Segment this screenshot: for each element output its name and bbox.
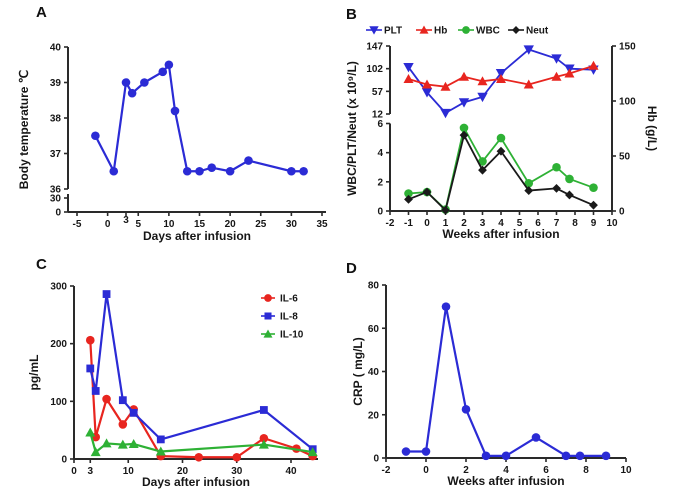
svg-text:Weeks after infusion: Weeks after infusion — [447, 474, 564, 488]
svg-text:10: 10 — [606, 218, 618, 229]
svg-text:37: 37 — [50, 149, 62, 160]
svg-text:102: 102 — [366, 64, 383, 75]
svg-text:39: 39 — [50, 78, 62, 89]
svg-text:IL-8: IL-8 — [280, 312, 298, 323]
svg-text:6: 6 — [377, 119, 383, 130]
svg-text:0: 0 — [424, 218, 430, 229]
svg-text:-5: -5 — [73, 219, 82, 230]
svg-text:-2: -2 — [386, 218, 395, 229]
svg-text:4: 4 — [498, 218, 504, 229]
svg-text:50: 50 — [619, 152, 631, 163]
svg-text:0: 0 — [423, 465, 429, 476]
svg-text:6: 6 — [543, 465, 549, 476]
svg-text:3: 3 — [480, 218, 486, 229]
svg-text:-1: -1 — [404, 218, 413, 229]
svg-text:PLT: PLT — [384, 26, 402, 37]
svg-text:CRP ( mg/L): CRP ( mg/L) — [351, 337, 365, 405]
svg-text:0: 0 — [377, 207, 383, 218]
svg-text:147: 147 — [366, 42, 383, 53]
svg-text:-2: -2 — [382, 465, 391, 476]
svg-text:38: 38 — [50, 114, 62, 125]
svg-text:2: 2 — [463, 465, 469, 476]
svg-text:pg/mL: pg/mL — [27, 355, 41, 391]
svg-text:150: 150 — [619, 42, 636, 53]
svg-text:7: 7 — [554, 218, 560, 229]
svg-text:57: 57 — [372, 87, 384, 98]
svg-text:20: 20 — [225, 219, 237, 230]
svg-text:2: 2 — [461, 218, 467, 229]
svg-text:100: 100 — [50, 397, 67, 408]
svg-text:Days after infusion: Days after infusion — [142, 475, 250, 489]
svg-text:36: 36 — [50, 185, 62, 196]
svg-text:200: 200 — [50, 339, 67, 350]
svg-text:100: 100 — [619, 97, 636, 108]
svg-text:30: 30 — [286, 219, 298, 230]
svg-text:WBC: WBC — [476, 26, 500, 37]
panel-c: C 0 3 10 20 30 40 Days after infusion 300 200 100… — [0, 248, 344, 496]
svg-text:0: 0 — [55, 208, 61, 219]
svg-text:80: 80 — [368, 281, 380, 292]
svg-text:Weeks after infusion: Weeks after infusion — [442, 227, 559, 241]
svg-text:1: 1 — [443, 218, 449, 229]
svg-text:0: 0 — [619, 207, 625, 218]
svg-text:5: 5 — [135, 219, 141, 230]
svg-text:30: 30 — [50, 194, 62, 205]
panel-b: B -2 -1 0 1 2 3 4 5 6 7 8 9 10 Weeks after infusion 14… — [344, 0, 688, 248]
svg-text:Hb: Hb — [434, 26, 447, 37]
panel-d-label: D — [346, 260, 357, 277]
svg-text:9: 9 — [591, 218, 597, 229]
svg-text:0: 0 — [373, 454, 379, 465]
panel-d: D -2 0 2 4 6 8 10 Weeks after infusion 80 60 40 20 0… — [344, 248, 688, 496]
svg-text:0: 0 — [71, 466, 77, 477]
svg-text:3: 3 — [87, 466, 93, 477]
svg-text:40: 40 — [50, 43, 62, 54]
svg-text:300: 300 — [50, 282, 67, 293]
svg-text:Body temperature ℃: Body temperature ℃ — [17, 70, 31, 190]
svg-text:12: 12 — [372, 110, 384, 121]
panel-a-label: A — [36, 4, 47, 21]
svg-text:4: 4 — [377, 148, 383, 159]
svg-text:25: 25 — [255, 219, 267, 230]
svg-text:8: 8 — [572, 218, 578, 229]
svg-text:4: 4 — [503, 465, 509, 476]
svg-text:6: 6 — [535, 218, 541, 229]
svg-text:Hb (g/L): Hb (g/L) — [645, 106, 659, 151]
svg-text:0: 0 — [61, 455, 67, 466]
svg-text:30: 30 — [231, 466, 243, 477]
panel-a: A -5 0 3 5 10 15 20 25 30 35 Days after infusion 40… — [0, 0, 344, 248]
svg-text:10: 10 — [123, 466, 135, 477]
svg-text:10: 10 — [620, 465, 632, 476]
svg-text:40: 40 — [285, 466, 297, 477]
svg-text:35: 35 — [316, 219, 328, 230]
svg-text:2: 2 — [377, 177, 383, 188]
svg-text:10: 10 — [163, 219, 175, 230]
svg-text:WBC/PLT/Neut (x 10⁹/L): WBC/PLT/Neut (x 10⁹/L) — [345, 61, 359, 196]
panel-c-label: C — [36, 256, 47, 273]
svg-text:60: 60 — [368, 324, 380, 335]
panel-b-label: B — [346, 6, 357, 23]
svg-text:20: 20 — [177, 466, 189, 477]
svg-text:0: 0 — [105, 219, 111, 230]
svg-text:5: 5 — [517, 218, 523, 229]
svg-text:Days after infusion: Days after infusion — [143, 229, 251, 243]
svg-text:40: 40 — [368, 367, 380, 378]
svg-text:15: 15 — [194, 219, 206, 230]
svg-text:20: 20 — [368, 410, 380, 421]
svg-text:3: 3 — [123, 215, 129, 226]
svg-text:IL-10: IL-10 — [280, 330, 304, 341]
svg-text:Neut: Neut — [526, 26, 549, 37]
svg-text:IL-6: IL-6 — [280, 294, 298, 305]
svg-text:8: 8 — [583, 465, 589, 476]
